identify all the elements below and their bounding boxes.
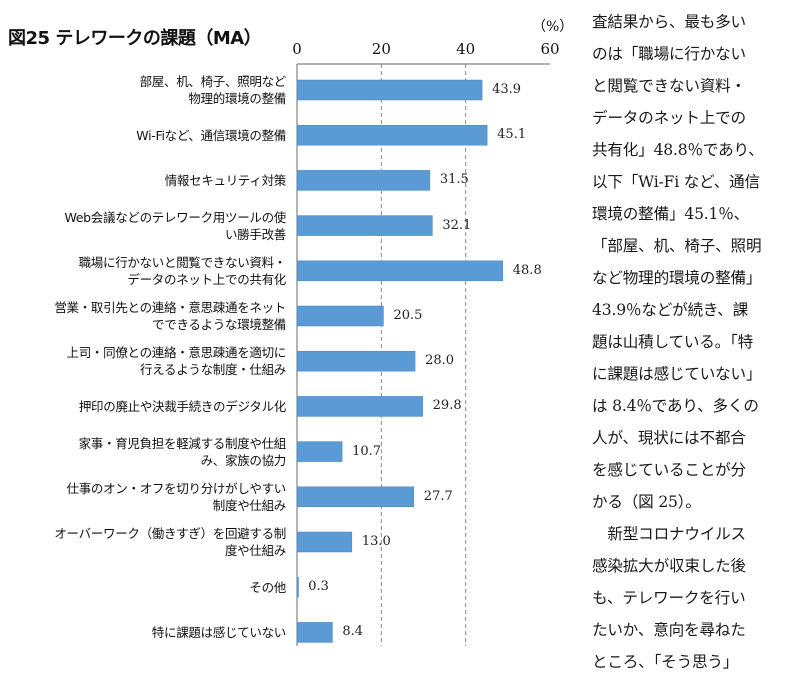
bar-value-label: 28.0 <box>425 353 455 369</box>
bar-value-label: 20.5 <box>393 308 423 323</box>
bar-value-label: 10.7 <box>352 443 382 459</box>
x-tick-label: 0 <box>292 40 302 58</box>
category-label-line: オーバーワーク（働きすぎ）を回避する制 <box>54 526 286 541</box>
chart-title: 図25 テレワークの課題（MA） <box>8 28 262 49</box>
bar <box>296 441 343 462</box>
bar-value-label: 27.7 <box>423 488 453 504</box>
category-label-line: 行えるような制度・仕組み <box>139 362 286 378</box>
category-label-line: 押印の廃止や決裁手続きのデジタル化 <box>78 398 286 414</box>
body-text-line: は 8.4％であり、多くの <box>592 397 759 415</box>
category-label-line: 仕事のオン・オフを切り分けがしやすい <box>66 480 287 496</box>
category-label: 押印の廃止や決裁手続きのデジタル化 <box>6 398 286 415</box>
body-text-line: と閲覧できない資料・ <box>592 77 746 95</box>
bar-value-label: 8.4 <box>342 624 364 640</box>
x-tick-label: 60 <box>540 40 560 58</box>
bar-value-label: 48.8 <box>512 262 542 278</box>
bar <box>296 215 433 236</box>
body-text: 査結果から、最も多い のは「職場に行かない と閲覧できない資料・ データのネット上での… <box>592 6 792 678</box>
body-text-line: 以下「Wi-Fi など、通信 <box>592 173 760 191</box>
category-label-line: 職場に行かないと閲覧できない資料・ <box>78 254 287 270</box>
body-text-line: ところ、「そう思う」 <box>592 653 739 671</box>
body-text-line: など物理的環境の整備」 <box>592 269 762 287</box>
bar <box>296 622 333 643</box>
body-text-line: 査結果から、最も多い <box>592 13 746 31</box>
bar-chart <box>296 63 550 646</box>
body-text-line: かる（図 25）。 <box>592 493 701 511</box>
body-text-line: データのネット上での <box>592 109 746 127</box>
body-text-line: も、テレワークを行い <box>592 589 746 607</box>
category-label-line: 物理的環境の整備 <box>188 91 286 106</box>
bar-value-label: 29.8 <box>432 398 462 414</box>
category-label: 営業・取引先との連絡・意思疎通をネットでできるような環境整備 <box>6 299 286 333</box>
bar-value-label: 31.5 <box>439 172 469 188</box>
body-text-line: を感じていることが分 <box>592 461 746 479</box>
category-label: 情報セキュリティ対策 <box>6 172 287 189</box>
bar <box>296 486 415 508</box>
category-label-line: 部屋、机、椅子、照明など <box>139 74 287 89</box>
body-text-line: のは「職場に行かない <box>592 45 746 63</box>
bar <box>296 531 353 553</box>
body-text-line: 「部屋、机、椅子、照明 <box>592 237 762 255</box>
bar <box>296 396 423 417</box>
bar-value-label: 32.1 <box>442 217 472 233</box>
bar-value-label: 13.0 <box>361 534 391 549</box>
body-text-line: 人が、現状には不都合 <box>592 429 746 447</box>
category-label-line: 情報セキュリティ対策 <box>164 172 287 188</box>
category-label-line: み、家族の協力 <box>200 452 287 468</box>
category-label: 部屋、机、椅子、照明など物理的環境の整備 <box>6 73 287 107</box>
bar <box>296 576 299 598</box>
bar <box>296 79 483 101</box>
bar <box>296 170 431 191</box>
category-label-line: Wi-Fiなど、通信環境の整備 <box>136 127 286 143</box>
category-label-line: 家事・育児負担を軽減する制度や仕組 <box>78 435 287 451</box>
category-label: Wi-Fiなど、通信環境の整備 <box>6 127 286 144</box>
bar <box>296 305 384 327</box>
body-text-line: 題は山積している。「特 <box>592 333 754 351</box>
category-label-line: Web会議などのテレワーク用ツールの使 <box>64 209 286 225</box>
body-text-line: たいか、意向を尋ねた <box>592 621 746 639</box>
category-label: 特に課題は感じていない <box>6 624 287 641</box>
category-label-line: 営業・取引先との連絡・意思疎通をネット <box>54 300 286 315</box>
category-label: 上司・同僚との連絡・意思疎通を適切に 行えるような制度・仕組み <box>6 344 287 378</box>
category-label: オーバーワーク（働きすぎ）を回避する制度や仕組み <box>6 525 286 559</box>
bar-value-label: 45.1 <box>497 127 527 143</box>
x-tick-label: 40 <box>456 40 476 58</box>
category-label-line: 度や仕組み <box>224 543 286 558</box>
category-label-line: い勝手改善 <box>224 226 286 242</box>
body-text-line: 環境の整備」45.1％、 <box>592 205 750 223</box>
bar <box>296 350 416 372</box>
body-text-line: 新型コロナウイルス <box>592 525 746 543</box>
category-label: その他 <box>6 579 286 596</box>
category-label-line: データのネット上での共有化 <box>127 271 286 287</box>
category-label: 職場に行かないと閲覧できない資料・ データのネット上での共有化 <box>6 254 287 288</box>
bar <box>296 260 504 282</box>
category-label-line: 制度や仕組み <box>212 497 287 513</box>
category-label-line: 特に課題は感じていない <box>151 624 287 640</box>
category-label: Web会議などのテレワーク用ツールの使 い勝手改善 <box>6 209 286 243</box>
unit-label: （%） <box>532 19 574 35</box>
category-label: 仕事のオン・オフを切り分けがしやすい 制度や仕組み <box>6 480 287 514</box>
body-text-line: に課題は感じていない」 <box>592 365 762 383</box>
body-text-line: 共有化」48.8％であり、 <box>592 141 764 159</box>
x-tick-label: 20 <box>371 40 391 58</box>
body-text-line: 感染拡大が収束した後 <box>592 557 746 575</box>
category-label: 家事・育児負担を軽減する制度や仕組 み、家族の協力 <box>6 435 287 469</box>
category-label-line: その他 <box>249 579 286 595</box>
category-label-line: でできるような環境整備 <box>152 317 286 332</box>
category-label-line: 上司・同僚との連絡・意思疎通を適切に <box>66 345 287 361</box>
bar-value-label: 43.9 <box>492 82 522 97</box>
bar <box>296 124 488 146</box>
bar-value-label: 0.3 <box>308 579 329 595</box>
body-text-line: 43.9％などが続き、課 <box>592 301 748 319</box>
